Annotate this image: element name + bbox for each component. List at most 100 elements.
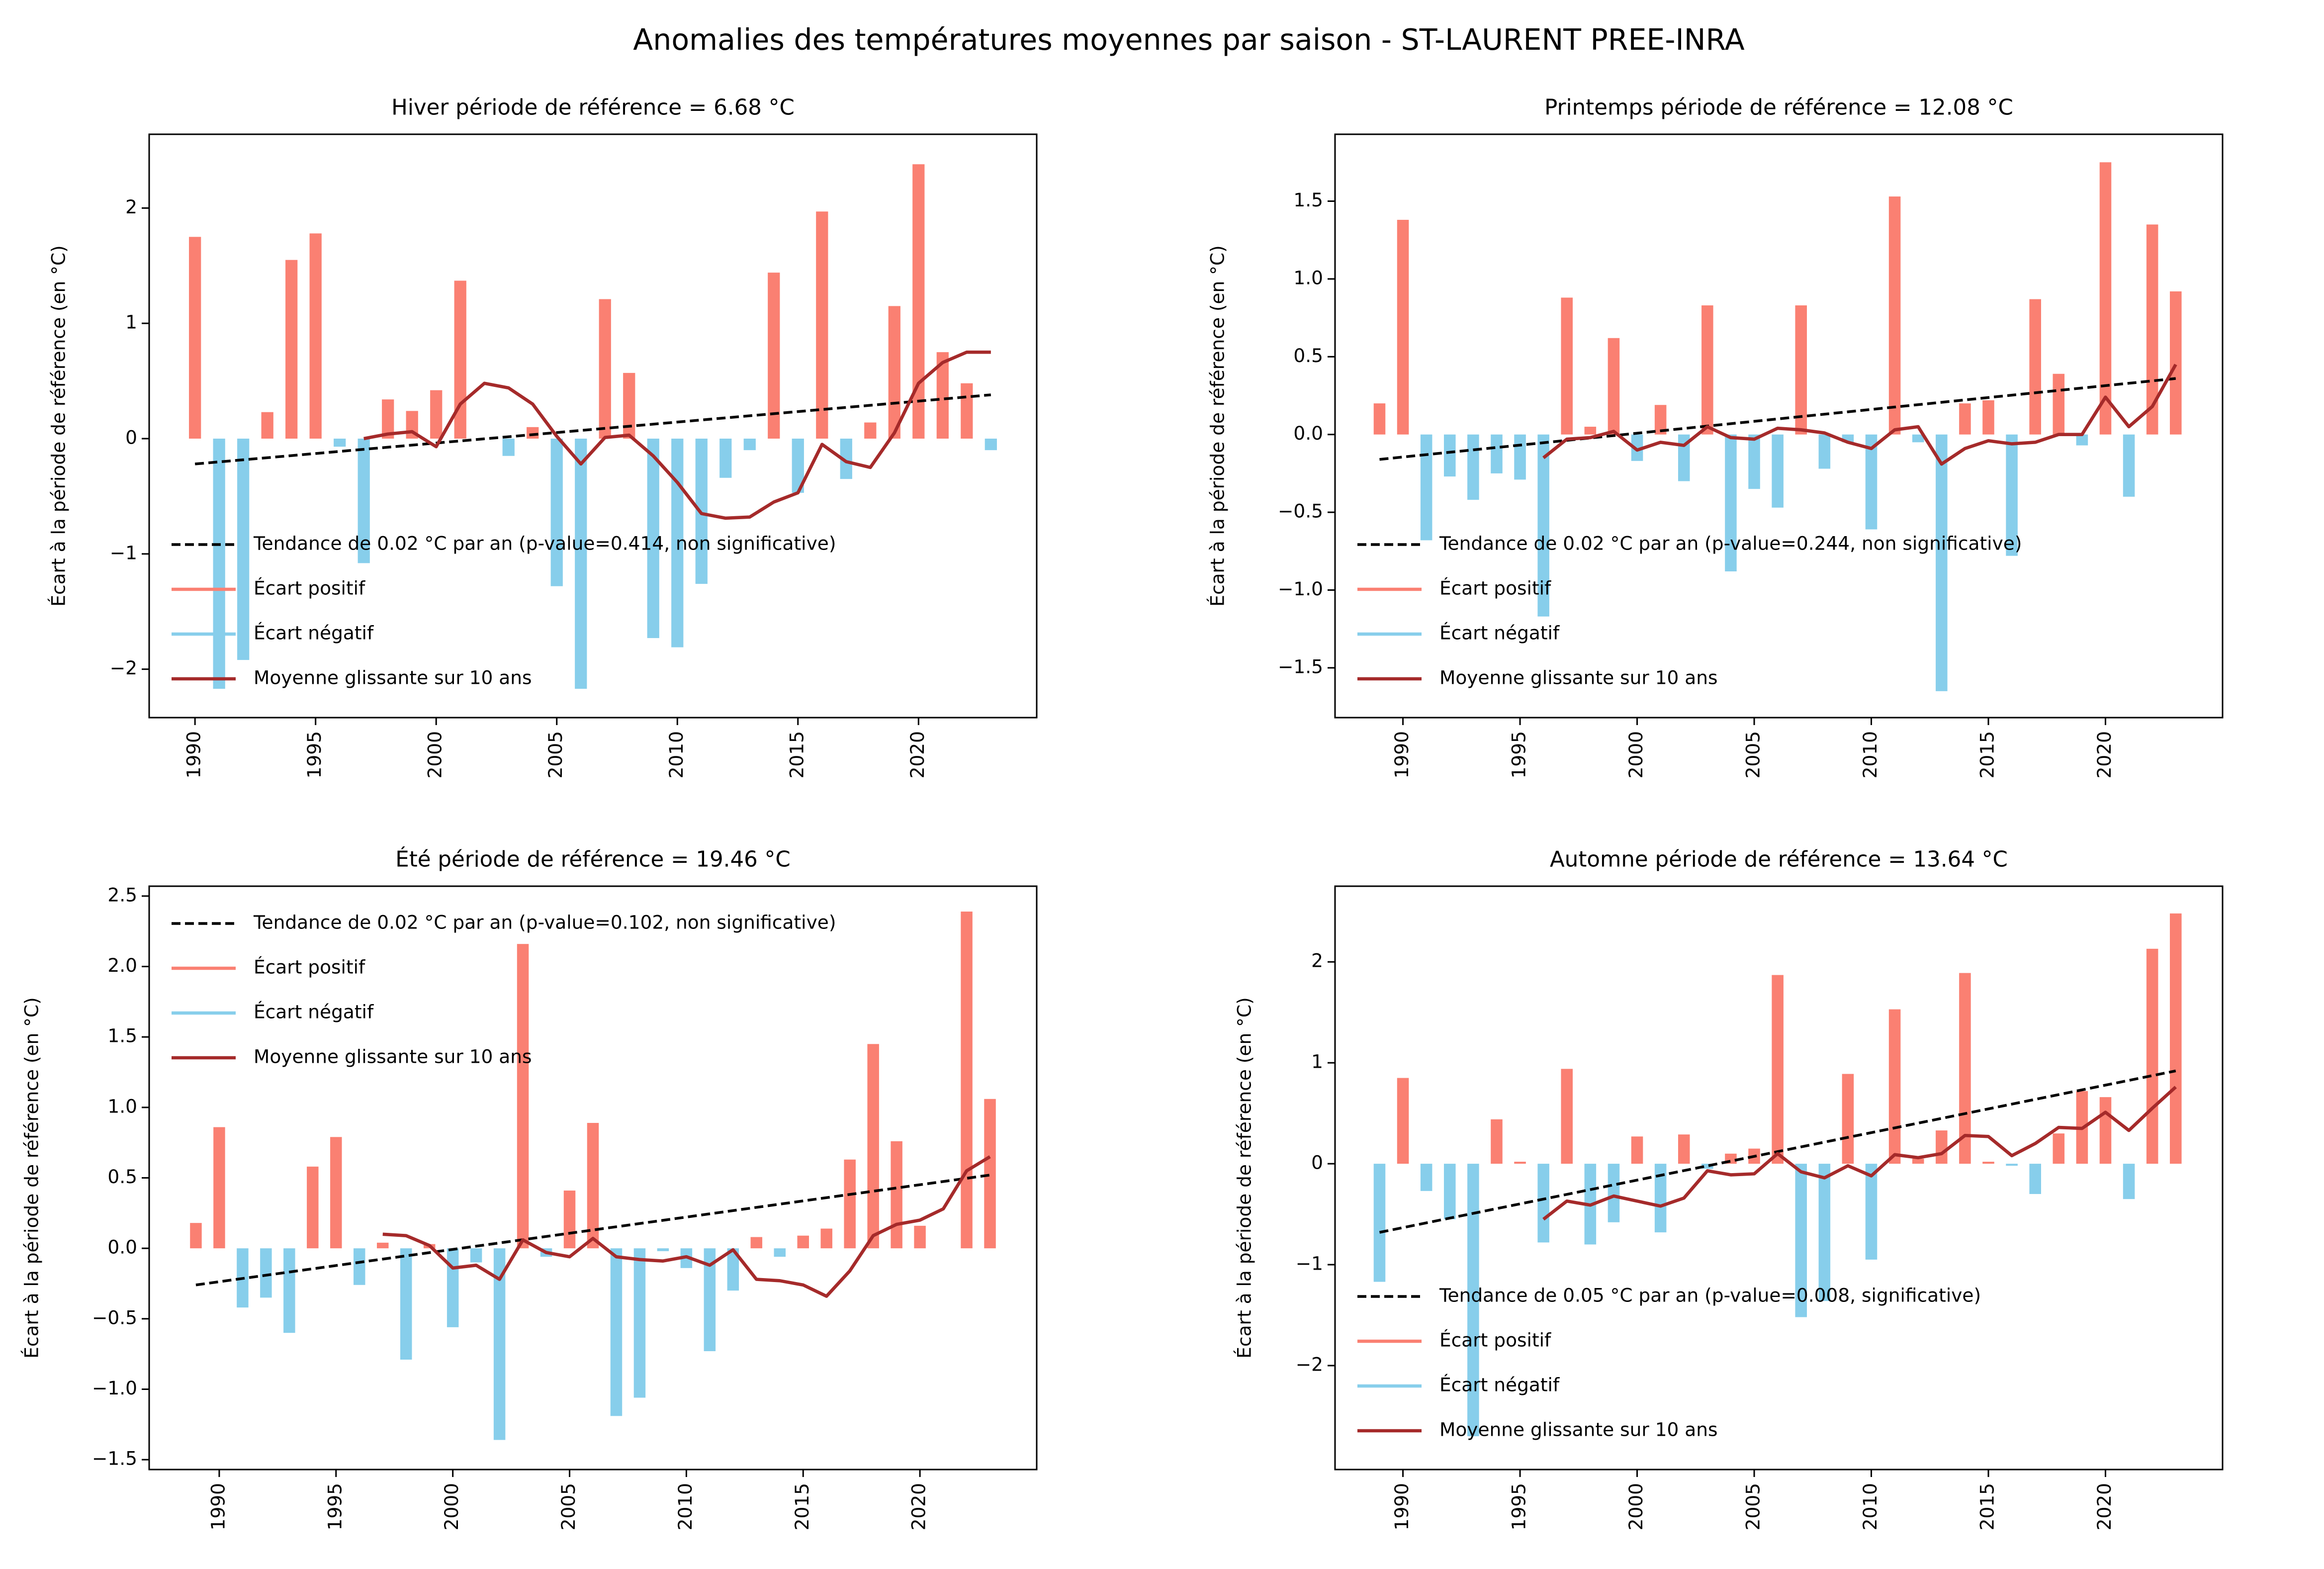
y-tick-label: −0.5	[92, 1306, 137, 1328]
y-tick-label: −1	[110, 542, 137, 563]
legend-label: Moyenne glissante sur 10 ans	[1439, 1418, 1718, 1440]
x-tick-label: 2020	[908, 1483, 930, 1530]
bar	[1631, 1136, 1643, 1164]
subplot-title: Printemps période de référence = 12.08 °…	[1544, 95, 2013, 120]
bar	[563, 1190, 576, 1249]
bar	[1397, 1078, 1409, 1164]
bar	[1818, 434, 1831, 469]
bar	[2006, 434, 2018, 556]
bar	[261, 412, 273, 439]
x-tick-label: 2015	[791, 1483, 813, 1530]
bar	[1725, 434, 1737, 571]
subplot-title: Automne période de référence = 13.64 °C	[1550, 847, 2008, 872]
bar	[447, 1248, 459, 1327]
bar	[376, 1242, 389, 1249]
bar	[493, 1248, 506, 1440]
bar	[454, 280, 466, 439]
bar	[1701, 305, 1713, 435]
x-tick-label: 1990	[207, 1483, 229, 1530]
bar	[743, 438, 756, 451]
y-tick-label: 1.5	[1293, 189, 1323, 211]
bar	[820, 1228, 832, 1249]
bar	[1678, 1134, 1690, 1164]
x-tick-label: 1990	[183, 731, 205, 778]
trend-line	[194, 393, 991, 465]
bar	[2053, 1133, 2065, 1164]
y-tick-label: 0.0	[107, 1236, 137, 1258]
x-tick-label: 2010	[674, 1483, 696, 1530]
bar	[1467, 434, 1479, 500]
x-tick-label: 2000	[441, 1483, 462, 1530]
bar	[283, 1248, 295, 1333]
bar	[961, 911, 973, 1249]
bar	[1936, 1130, 1948, 1164]
bar	[1631, 434, 1643, 461]
y-tick-label: 0.0	[1293, 422, 1323, 444]
moving-average-line	[382, 1155, 991, 1298]
bar	[599, 299, 611, 439]
bar	[1514, 434, 1526, 480]
bar	[2123, 1164, 2135, 1200]
bar	[864, 422, 877, 439]
bar	[1444, 1164, 1456, 1219]
bar	[914, 1225, 926, 1249]
bar	[1842, 1074, 1854, 1164]
x-tick-label: 1995	[324, 1483, 346, 1530]
x-tick-label: 2000	[1625, 731, 1647, 778]
bar	[1467, 1164, 1479, 1437]
bar	[1912, 434, 1924, 443]
bar	[750, 1237, 763, 1249]
bar	[2170, 291, 2182, 435]
bar	[587, 1122, 599, 1249]
bar	[1514, 1162, 1526, 1164]
bar	[2146, 224, 2158, 435]
bar	[550, 438, 563, 586]
bar	[307, 1166, 319, 1249]
bar	[867, 1044, 879, 1249]
subplot-title: Hiver période de référence = 6.68 °C	[391, 95, 795, 120]
x-tick-label: 2010	[1859, 731, 1881, 778]
x-tick-label: 2000	[424, 731, 446, 778]
x-tick-label: 2020	[2093, 1483, 2115, 1530]
bar	[213, 1127, 225, 1249]
bar	[1537, 1164, 1549, 1243]
bar	[1444, 434, 1456, 477]
y-tick-label: 1	[1311, 1051, 1323, 1073]
y-axis-label: Écart à la période de référence (en °C)	[48, 245, 70, 606]
y-tick-label: 1.0	[107, 1095, 137, 1117]
subplot: Automne période de référence = 13.64 °C É…	[1233, 847, 2224, 1530]
bar	[797, 1235, 809, 1249]
bar	[190, 1223, 202, 1249]
bar	[1561, 297, 1573, 435]
bar	[430, 390, 443, 439]
bar	[2099, 1097, 2112, 1164]
x-tick-label: 2005	[557, 1483, 579, 1530]
moving-average-line	[1542, 364, 2177, 466]
axes-frame	[148, 133, 1038, 719]
bar	[2029, 1164, 2041, 1194]
bar	[1420, 1164, 1432, 1191]
bar	[2006, 1164, 2018, 1166]
bar	[1912, 1158, 1924, 1164]
y-tick-label: −1.0	[1278, 578, 1323, 600]
axes-frame	[1334, 133, 2224, 719]
bar	[1491, 1119, 1503, 1164]
y-tick-label: −2	[1296, 1353, 1323, 1375]
y-axis-label: Écart à la période de référence (en °C)	[21, 997, 43, 1358]
bar	[1608, 1164, 1620, 1222]
bar	[1420, 434, 1432, 541]
bar	[2053, 373, 2065, 435]
legend-label: Tendance de 0.02 °C par an (p-value=0.41…	[253, 532, 836, 554]
bar	[517, 944, 529, 1249]
y-tick-label: 0.5	[107, 1166, 137, 1188]
legend-label: Écart négatif	[254, 622, 374, 644]
bar	[1888, 1009, 1901, 1164]
bar	[1748, 434, 1760, 489]
x-tick-label: 2015	[1976, 1483, 1998, 1530]
bar	[1772, 975, 1784, 1164]
legend-label: Écart négatif	[254, 1001, 374, 1022]
bar	[912, 164, 925, 439]
bar	[1982, 1162, 1994, 1164]
